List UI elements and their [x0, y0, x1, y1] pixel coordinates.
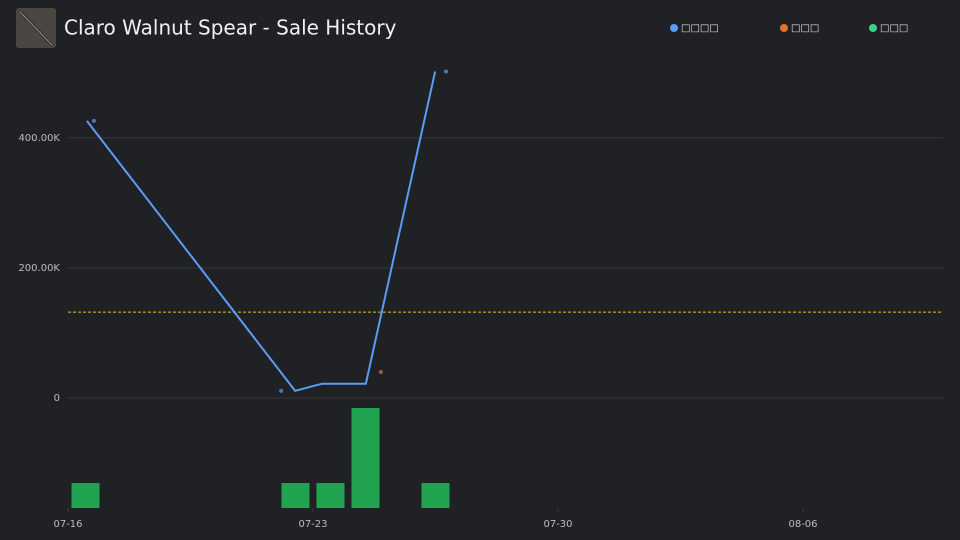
legend-label: □□□ — [791, 23, 819, 34]
x-tick-label: 08-06 — [788, 519, 817, 530]
x-tick-label: 07-16 — [53, 519, 82, 530]
legend-label: □□□ — [880, 23, 908, 34]
legend-marker — [869, 24, 877, 32]
sale-point — [378, 369, 383, 374]
legend-label: □□□□ — [681, 23, 719, 34]
volume-bar — [351, 408, 380, 508]
y-tick-label: 0 — [54, 393, 60, 404]
sale-point — [91, 118, 96, 123]
volume-bar — [281, 483, 310, 508]
legend-marker — [780, 24, 788, 32]
item-icon-spear-highlight — [19, 11, 53, 46]
volume-bar — [421, 483, 450, 508]
sale-point — [279, 388, 284, 393]
legend-marker — [670, 24, 678, 32]
volume-bar — [71, 483, 100, 508]
price-line — [86, 71, 437, 392]
volume-bar — [316, 483, 345, 508]
y-tick-label: 200.00K — [18, 263, 60, 274]
x-tick-label: 07-23 — [298, 519, 327, 530]
sale-point — [444, 69, 448, 74]
chart-title: Claro Walnut Spear - Sale History — [64, 16, 397, 40]
x-tick-label: 07-30 — [543, 519, 572, 530]
y-tick-label: 400.00K — [18, 133, 60, 144]
